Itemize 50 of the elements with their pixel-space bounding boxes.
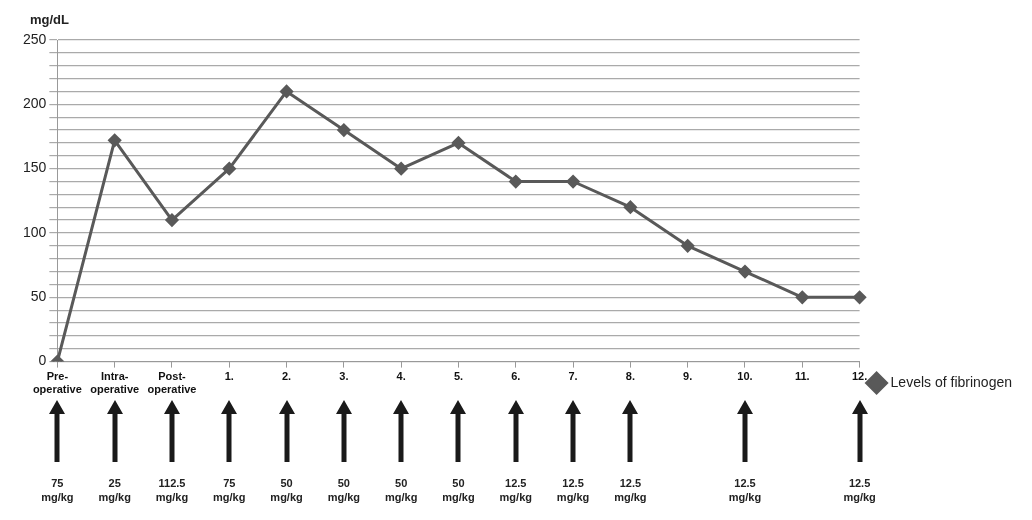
x-tick-label: 11. xyxy=(794,370,810,383)
point xyxy=(394,162,408,176)
point xyxy=(623,200,637,214)
point xyxy=(165,213,179,227)
text: 112.5 mg/kg xyxy=(155,476,189,503)
text: 25 mg/kg xyxy=(98,476,131,503)
y-tick-label: 150 xyxy=(23,159,47,176)
y-tick-label: 50 xyxy=(30,288,47,305)
y-tick-label: 0 xyxy=(38,352,47,369)
x-tick-label: 4. xyxy=(396,370,406,383)
x-tick-label: 2. xyxy=(281,370,292,383)
point xyxy=(795,290,809,304)
text: 50 mg/kg xyxy=(327,476,361,503)
x-tick-label: 6. xyxy=(511,370,521,383)
y-tick-label: 100 xyxy=(23,223,47,240)
x-tick-label: Intra-operative xyxy=(90,370,140,396)
legend-label: Levels of fibrinogen xyxy=(890,373,1013,390)
x-tick-label: 7. xyxy=(568,370,578,383)
point xyxy=(853,290,867,304)
text: 12.5 mg/kg xyxy=(499,476,532,503)
text: 12.5 mg/kg xyxy=(614,476,647,503)
text: 50 mg/kg xyxy=(442,476,475,503)
text: 12.5 mg/kg xyxy=(728,476,762,503)
point xyxy=(222,162,236,176)
text: 50 mg/kg xyxy=(270,476,303,503)
text: 12.5 mg/kg xyxy=(556,476,590,503)
point xyxy=(509,175,523,188)
point xyxy=(738,265,752,279)
text: 12.5 mg/kg xyxy=(843,476,876,503)
point xyxy=(681,239,695,253)
text: 75 mg/kg xyxy=(213,476,246,503)
x-tick-label: Post-operative xyxy=(147,370,197,396)
y-tick-label: 250 xyxy=(23,30,47,47)
y-axis-title: mg/dL xyxy=(30,12,70,28)
x-tick-label: 12. xyxy=(851,370,868,383)
point xyxy=(451,136,465,150)
point xyxy=(337,123,351,137)
y-tick-label: 200 xyxy=(23,95,47,112)
text: 50 mg/kg xyxy=(384,476,418,503)
text: 75 mg/kg xyxy=(41,476,74,503)
x-tick-label: Pre-operative xyxy=(32,370,82,396)
x-tick-label: 5. xyxy=(453,370,464,383)
x-tick-label: 10. xyxy=(737,370,753,383)
x-tick-label: 1. xyxy=(224,370,234,383)
x-tick-label: 8. xyxy=(625,370,635,383)
point xyxy=(108,133,122,147)
x-tick-label: 3. xyxy=(339,370,349,383)
point xyxy=(280,84,294,98)
x-tick-label: 9. xyxy=(683,370,693,383)
point xyxy=(566,175,580,188)
